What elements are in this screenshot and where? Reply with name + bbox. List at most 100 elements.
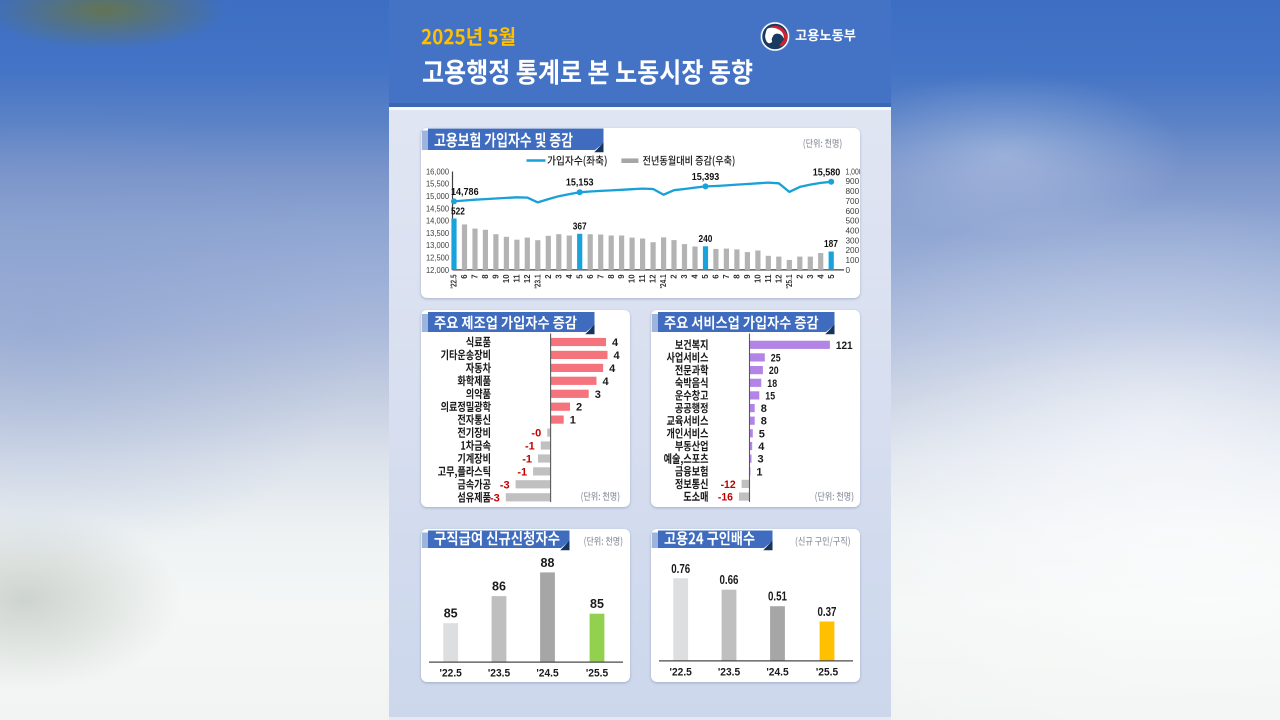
svg-text:187: 187 (824, 238, 838, 250)
svg-text:5: 5 (701, 273, 710, 278)
svg-text:2: 2 (576, 401, 582, 413)
svg-text:14,786: 14,786 (451, 186, 479, 198)
svg-text:14,000: 14,000 (426, 216, 449, 225)
svg-text:0.51: 0.51 (768, 589, 787, 603)
svg-text:15,153: 15,153 (565, 176, 593, 188)
svg-text:15,393: 15,393 (691, 171, 719, 183)
svg-text:86: 86 (492, 579, 506, 593)
svg-text:900: 900 (845, 177, 859, 186)
svg-text:11: 11 (638, 273, 647, 282)
svg-text:9: 9 (491, 273, 500, 278)
svg-text:85: 85 (443, 606, 457, 620)
svg-text:4: 4 (602, 375, 609, 387)
svg-text:'22.5: '22.5 (670, 666, 692, 678)
svg-text:3: 3 (680, 273, 689, 278)
svg-text:'22.5: '22.5 (449, 273, 458, 288)
svg-text:6: 6 (585, 273, 594, 278)
svg-text:'24.1: '24.1 (659, 273, 668, 288)
svg-text:10: 10 (501, 273, 510, 282)
svg-text:11: 11 (763, 273, 772, 282)
svg-text:12,000: 12,000 (426, 265, 449, 274)
svg-text:15,000: 15,000 (426, 192, 449, 201)
svg-text:'22.5: '22.5 (439, 667, 461, 679)
svg-text:367: 367 (572, 220, 586, 232)
svg-text:5: 5 (759, 428, 765, 440)
svg-text:4: 4 (758, 441, 765, 453)
svg-text:12: 12 (648, 273, 657, 282)
svg-text:522: 522 (451, 205, 465, 217)
svg-text:0.76: 0.76 (671, 561, 690, 575)
svg-text:15,580: 15,580 (812, 166, 840, 178)
svg-text:3: 3 (594, 388, 600, 400)
svg-text:121: 121 (836, 339, 853, 351)
svg-text:-3: -3 (490, 492, 500, 504)
svg-text:0.66: 0.66 (720, 573, 739, 587)
svg-text:7: 7 (722, 274, 731, 278)
svg-text:12: 12 (774, 273, 783, 282)
svg-text:500: 500 (845, 216, 859, 225)
svg-text:16,000: 16,000 (426, 167, 449, 176)
svg-text:4: 4 (816, 273, 825, 278)
svg-text:11: 11 (512, 273, 521, 282)
svg-text:8: 8 (606, 273, 615, 278)
svg-text:400: 400 (845, 226, 859, 235)
svg-text:300: 300 (845, 236, 859, 245)
svg-text:8: 8 (761, 415, 767, 427)
svg-text:'25.1: '25.1 (784, 273, 793, 288)
svg-text:200: 200 (845, 246, 859, 255)
svg-text:9: 9 (742, 273, 751, 278)
svg-text:18: 18 (767, 377, 777, 389)
svg-text:'23.5: '23.5 (718, 666, 740, 678)
svg-text:1,000: 1,000 (845, 167, 860, 176)
svg-text:4: 4 (564, 273, 573, 278)
svg-text:20: 20 (769, 365, 779, 377)
svg-text:4: 4 (613, 349, 620, 361)
svg-text:100: 100 (845, 256, 859, 265)
svg-text:25: 25 (771, 352, 781, 364)
svg-text:15,500: 15,500 (426, 179, 449, 188)
svg-text:0.37: 0.37 (818, 605, 837, 619)
svg-text:2: 2 (543, 273, 552, 278)
svg-text:0: 0 (845, 265, 850, 274)
svg-text:2: 2 (669, 273, 678, 278)
svg-text:4: 4 (690, 273, 699, 278)
svg-text:-16: -16 (718, 491, 733, 503)
svg-text:-12: -12 (721, 478, 736, 490)
svg-text:3: 3 (758, 453, 764, 465)
svg-text:9: 9 (617, 273, 626, 278)
svg-text:8: 8 (732, 273, 741, 278)
svg-text:6: 6 (711, 273, 720, 278)
svg-text:3: 3 (805, 273, 814, 278)
svg-text:7: 7 (470, 274, 479, 278)
svg-text:13,500: 13,500 (426, 228, 449, 237)
svg-text:3: 3 (554, 273, 563, 278)
svg-text:1: 1 (756, 466, 762, 478)
svg-text:'25.5: '25.5 (585, 667, 607, 679)
svg-text:12: 12 (522, 273, 531, 282)
svg-text:700: 700 (845, 196, 859, 205)
svg-text:85: 85 (590, 597, 604, 611)
svg-text:5: 5 (575, 273, 584, 278)
svg-text:600: 600 (845, 206, 859, 215)
svg-text:10: 10 (627, 273, 636, 282)
svg-text:-1: -1 (517, 466, 527, 478)
svg-text:-1: -1 (522, 453, 532, 465)
svg-text:7: 7 (596, 274, 605, 278)
svg-text:15: 15 (765, 390, 775, 402)
svg-text:10: 10 (753, 273, 762, 282)
svg-text:8: 8 (761, 403, 767, 415)
svg-text:'23.1: '23.1 (533, 273, 542, 288)
svg-text:240: 240 (698, 232, 712, 244)
svg-text:-0: -0 (531, 427, 541, 439)
svg-text:'23.5: '23.5 (487, 667, 509, 679)
svg-text:4: 4 (609, 362, 616, 374)
svg-text:8: 8 (481, 273, 490, 278)
svg-text:6: 6 (460, 273, 469, 278)
svg-text:'25.5: '25.5 (816, 666, 838, 678)
svg-text:-3: -3 (499, 479, 509, 491)
svg-text:'24.5: '24.5 (766, 666, 788, 678)
svg-text:4: 4 (612, 337, 619, 349)
svg-text:-1: -1 (525, 440, 535, 452)
svg-text:800: 800 (845, 187, 859, 196)
svg-text:5: 5 (826, 273, 835, 278)
